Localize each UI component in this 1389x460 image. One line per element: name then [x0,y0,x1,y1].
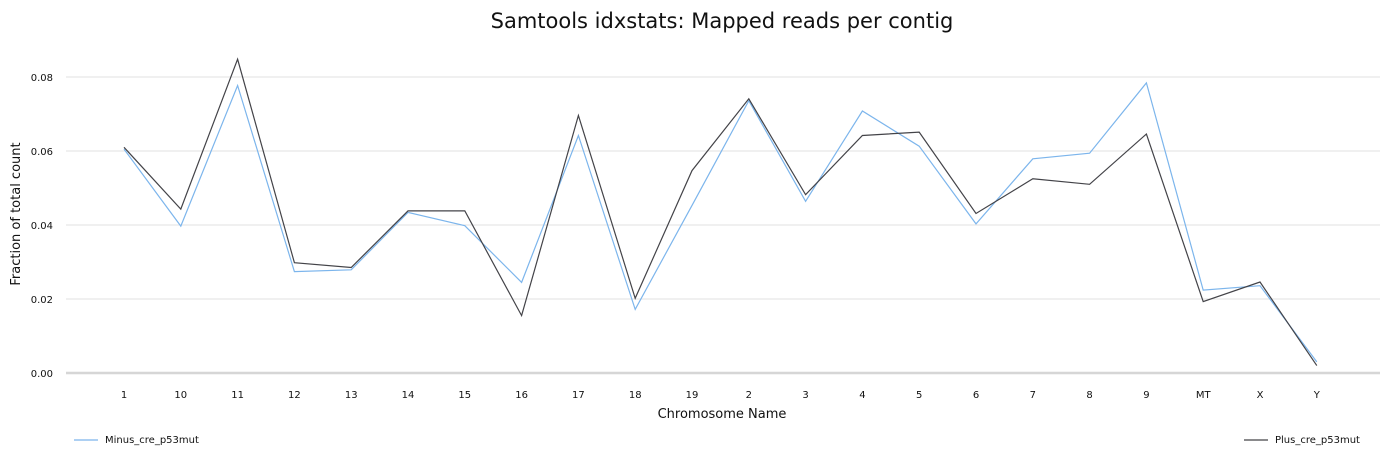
x-tick-label: 18 [629,390,642,401]
x-tick-label: 6 [973,390,979,401]
series-lines [123,57,1318,366]
x-tick-label: 15 [458,390,471,401]
x-tick-label: 13 [345,390,358,401]
legend: Minus_cre_p53mut Plus_cre_p53mut [74,435,1360,446]
y-tick-label: 0.04 [31,221,53,232]
x-tick-label: 1 [121,390,127,401]
x-tick-label: 19 [686,390,699,401]
x-tick-label: Y [1313,390,1321,401]
x-tick-label: 12 [288,390,301,401]
legend-label-minus-cre-p53mut: Minus_cre_p53mut [105,435,199,446]
x-tick-label: 8 [1086,390,1092,401]
x-tick-label: 14 [402,390,415,401]
grid-lines [66,76,1380,375]
x-tick-label: X [1257,390,1264,401]
x-tick-label: 2 [746,390,752,401]
legend-item-plus-cre-p53mut[interactable]: Plus_cre_p53mut [1244,435,1360,446]
x-tick-label: 7 [1030,390,1036,401]
x-tick-label: 11 [231,390,244,401]
x-tick-label: 4 [859,390,865,401]
x-tick-label: MT [1196,390,1212,401]
x-axis-label: Chromosome Name [658,407,787,422]
x-tick-label: 3 [802,390,808,401]
legend-label-plus-cre-p53mut: Plus_cre_p53mut [1275,435,1360,446]
y-tick-label: 0.08 [31,73,53,84]
y-axis-label: Fraction of total count [9,142,24,285]
x-tick-label: 9 [1143,390,1149,401]
x-tick-label: 10 [174,390,187,401]
series-line-plus-cre-p53mut[interactable] [123,57,1318,366]
x-tick-label: 17 [572,390,585,401]
x-tick-label: 5 [916,390,922,401]
y-axis-ticks: 0.00 0.02 0.04 0.06 0.08 [31,73,53,380]
y-tick-label: 0.00 [31,369,53,380]
legend-item-minus-cre-p53mut[interactable]: Minus_cre_p53mut [74,435,199,446]
chart-title: Samtools idxstats: Mapped reads per cont… [491,9,954,33]
series-line-minus-cre-p53mut[interactable] [123,81,1318,363]
x-axis-ticks: 1 10 11 12 13 14 15 16 17 18 19 2 3 4 5 6 7 8 9 MT X Y [121,390,1321,401]
x-tick-label: 16 [515,390,528,401]
y-tick-label: 0.02 [31,295,53,306]
y-tick-label: 0.06 [31,147,53,158]
